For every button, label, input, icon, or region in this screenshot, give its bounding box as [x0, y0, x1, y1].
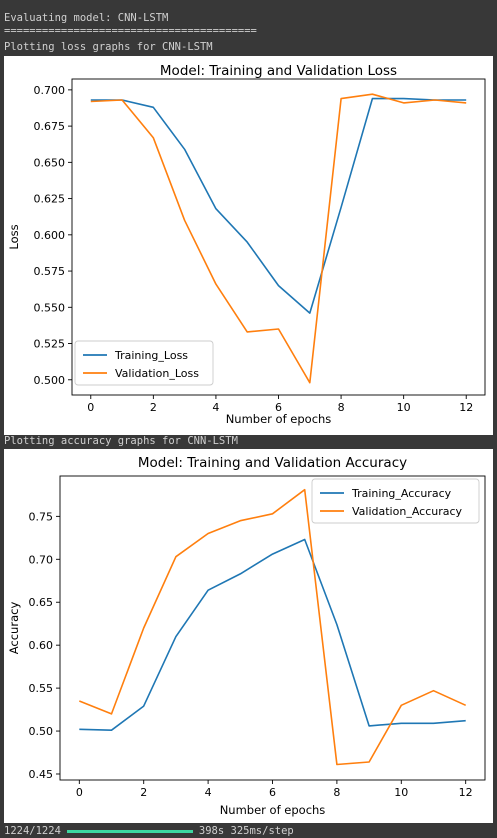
y-axis-label: Loss	[7, 224, 21, 249]
y-tick-label: 0.650	[34, 156, 66, 169]
y-tick-label: 0.70	[29, 553, 54, 566]
loss-plot-line: Plotting loss graphs for CNN-LSTM	[4, 41, 213, 53]
y-tick-label: 0.60	[29, 639, 54, 652]
y-tick-label: 0.50	[29, 725, 54, 738]
accuracy-chart-panel: Model: Training and Validation Accuracy 0…	[4, 449, 493, 823]
y-axis-label: Accuracy	[7, 602, 21, 655]
series-line-training-loss	[90, 97, 467, 314]
legend-entry: Validation_Accuracy	[352, 505, 463, 518]
separator-line: ========================================	[4, 25, 257, 37]
chart-title: Model: Training and Validation Accuracy	[138, 455, 407, 471]
legend-entry: Training_Accuracy	[351, 487, 452, 500]
legend: Training_Loss Validation_Loss	[74, 340, 214, 386]
y-tick-label: 0.550	[34, 301, 66, 314]
series-line-validation-accuracy	[79, 488, 467, 766]
progress-timing: 398s 325ms/step	[198, 825, 294, 837]
x-tick-label: 4	[212, 401, 219, 414]
y-tick-label: 0.625	[34, 193, 66, 206]
x-tick-label: 2	[150, 401, 157, 414]
x-tick-label: 12	[459, 401, 473, 414]
y-tick-label: 0.700	[34, 84, 66, 97]
accuracy-plot-line: Plotting accuracy graphs for CNN-LSTM	[4, 435, 238, 447]
x-tick-label: 10	[394, 786, 408, 799]
x-tick-label: 6	[269, 786, 276, 799]
x-tick-label: 10	[397, 401, 411, 414]
loss-chart: Model: Training and Validation Loss 0 2 4 6 8…	[7, 63, 486, 426]
y-tick-label: 0.500	[34, 374, 66, 387]
eval-model-line: Evaluating model: CNN-LSTM	[4, 12, 169, 24]
series-line-training-accuracy	[79, 538, 466, 732]
x-tick-label: 6	[275, 401, 282, 414]
y-tick-label: 0.65	[29, 596, 54, 609]
series-line-validation-loss	[90, 93, 467, 384]
progress-count: 1224/1224	[4, 825, 61, 837]
progress-bar-fill	[66, 830, 193, 833]
legend-box	[311, 478, 480, 524]
x-axis-label: Number of epochs	[220, 803, 326, 817]
x-tick-label: 8	[338, 401, 345, 414]
loss-chart-panel: Model: Training and Validation Loss 0 2 4 6 8…	[4, 56, 493, 435]
x-tick-label: 4	[205, 786, 212, 799]
y-tick-label: 0.45	[29, 768, 54, 781]
x-tick-label: 8	[333, 786, 340, 799]
y-tick-label: 0.55	[29, 682, 54, 695]
y-tick-label: 0.75	[29, 510, 54, 523]
x-tick-label: 0	[87, 401, 94, 414]
x-tick-label: 0	[76, 786, 83, 799]
legend: Training_Accuracy Validation_Accuracy	[311, 478, 480, 524]
y-tick-label: 0.525	[34, 338, 66, 351]
x-tick-label: 2	[140, 786, 147, 799]
y-tick-label: 0.600	[34, 229, 66, 242]
progress-row: 1224/1224 398s 325ms/step	[4, 825, 294, 838]
x-axis-label: Number of epochs	[226, 412, 332, 426]
chart-title: Model: Training and Validation Loss	[160, 63, 397, 79]
y-tick-label: 0.575	[34, 265, 66, 278]
legend-entry: Validation_Loss	[115, 367, 199, 380]
legend-box	[74, 340, 214, 386]
y-tick-label: 0.675	[34, 120, 66, 133]
accuracy-chart: Model: Training and Validation Accuracy 0…	[7, 455, 486, 817]
x-tick-label: 12	[459, 786, 473, 799]
progress-bar	[66, 830, 193, 833]
legend-entry: Training_Loss	[114, 349, 188, 362]
